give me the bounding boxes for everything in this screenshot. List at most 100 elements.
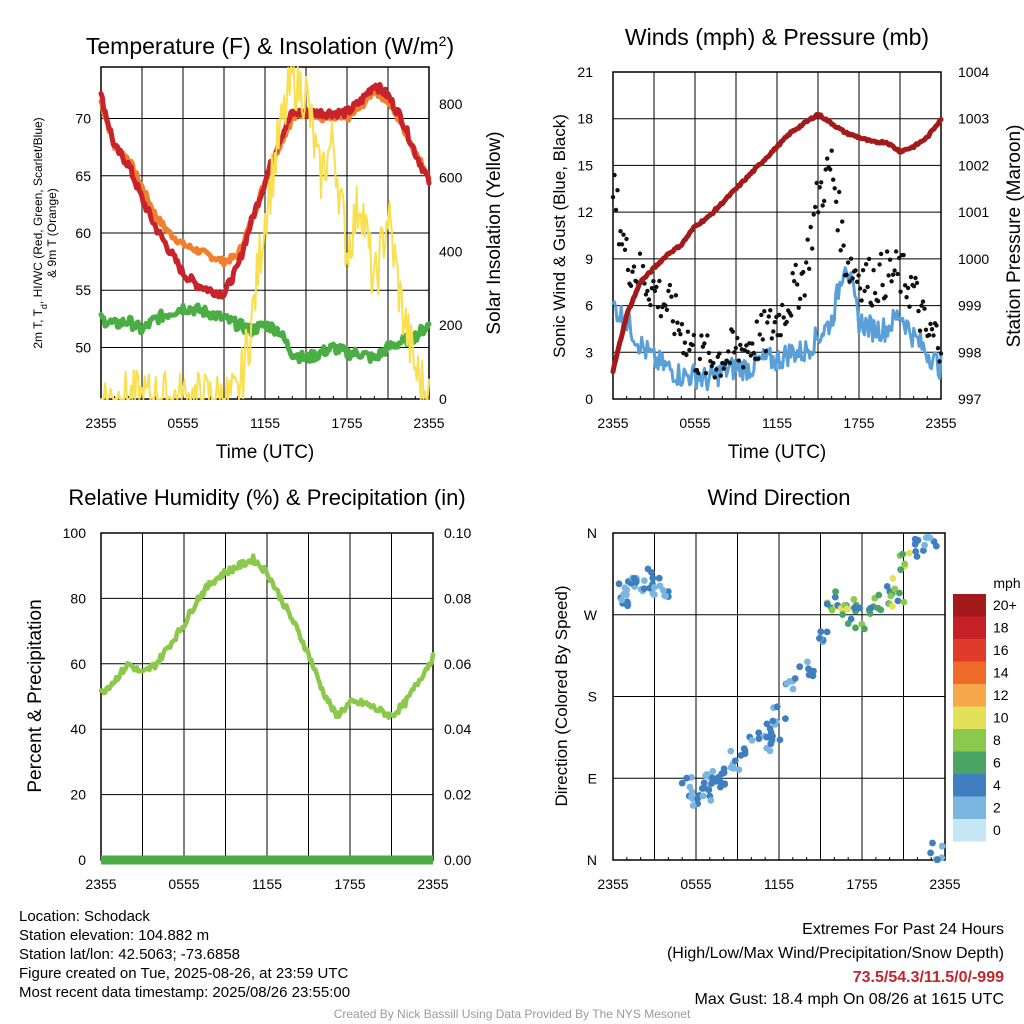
wind-direction-point [741,747,749,754]
wind-direction-point [896,589,903,597]
wind-direction-point [899,550,906,558]
gust-point [736,358,741,363]
gust-point [793,262,798,268]
gust-point [732,350,737,355]
rh-ytick-right-label: 0.02 [444,787,471,803]
wind-direction-point [891,585,899,593]
wind-direction-point [659,587,667,594]
wind-direction-point [688,788,696,796]
wind-direction-point [856,604,864,612]
gust-point [919,303,924,308]
colorbar-label: 10 [993,710,1009,726]
rh-ytick-label: 20 [70,787,86,803]
wind-direction-point [887,592,895,600]
gust-point [913,275,918,281]
gust-point [831,177,836,182]
gust-point [904,295,909,300]
extremes-title: Extremes For Past 24 Hours [802,921,1004,938]
gust-point [684,352,689,358]
colorbar-swatch [953,706,986,729]
gust-point [801,269,806,275]
wind-direction-point [843,605,851,613]
temp-panel-xtick-label: 2355 [85,415,116,431]
wind-panel-xtick-label: 2355 [925,415,956,431]
temp-ytick-label: 50 [75,339,91,355]
wdir-title: Wind Direction [707,485,850,510]
wind-direction-point [709,767,717,775]
wind-direction-point [894,597,902,605]
rh-ytick-label: 0 [78,852,86,868]
gust-point [856,273,861,278]
temp-ytick-right-label: 800 [439,96,463,112]
wind-ylabel-right: Station Pressure (Maroon) [1004,125,1024,348]
wind-panel-xtick-label: 0555 [679,415,710,431]
wind-ytick-label: 18 [577,111,593,127]
gust-point [760,337,765,342]
wind-ytick-right-label: 999 [958,298,982,314]
gust-point [727,360,732,365]
gust-point [631,264,637,269]
rh-panel-xtick-label: 2355 [417,876,448,892]
rh-title: Relative Humidity (%) & Precipitation (i… [68,485,465,510]
temp-ylabel-line2: & 9m T (Orange) [45,188,59,278]
wind-direction-point [651,583,658,591]
gust-point [645,288,650,294]
rh-ytick-label: 80 [70,590,86,606]
gust-point [768,308,773,313]
gust-point [759,312,764,318]
wind-direction-point [839,611,846,618]
rh-ytick-label: 60 [70,656,86,672]
wind-direction-point [782,715,789,722]
wind-direction-point [705,786,713,794]
wind-direction-point [623,586,630,594]
gust-point [847,279,852,284]
temp-panel-xtick-label: 1155 [250,415,280,431]
wind-direction-point [727,747,735,755]
gust-point [663,303,668,308]
gust-point [733,345,738,351]
gust-point [883,294,888,299]
gust-point [756,356,761,361]
extremes-info: Extremes For Past 24 Hours (High/Low/Max… [667,918,1004,1010]
gust-point [640,263,646,269]
gust-point [920,299,926,304]
gust-point [612,172,617,178]
gust-point [898,289,903,294]
gust-point [682,340,688,345]
rh-ytick-right-label: 0.06 [444,656,471,672]
wdir-panel-xtick-label: 1755 [846,876,877,892]
gust-point [790,271,795,276]
wind-direction-point [796,663,804,671]
wind-direction-point [640,577,648,584]
wind-direction-point [932,542,940,550]
wind-direction-point [883,583,891,590]
station-info: Location: Schodack Station elevation: 10… [19,907,350,1002]
created-text: Figure created on Tue, 2025-08-26, at 23… [19,965,349,982]
gust-point [884,249,890,254]
wind-direction-point [927,849,934,857]
wind-direction-point [877,606,885,614]
gust-point [850,276,855,281]
gust-point [697,356,703,362]
gust-point [820,203,825,208]
temp-ylabel-line1: 2m T, Td, HI/WC (Red, Green, Scarlet/Blu… [31,117,49,348]
wind-direction-point [875,591,883,599]
temp-panel-xtick-label: 1755 [331,415,362,431]
insolation-line [100,66,430,400]
gust-point [804,260,809,265]
wind-direction-point [934,856,941,864]
wind-direction-point [649,589,657,597]
gust-point [673,293,679,298]
gust-point [811,212,816,217]
wind-direction-point [897,566,905,574]
colorbar-swatch [953,639,986,662]
gust-point [750,341,755,346]
wind-ytick-label: 6 [585,298,593,314]
gust-point [657,278,662,284]
rh-ytick-right-label: 0.08 [444,590,471,606]
wind-ytick-right-label: 1002 [958,157,989,173]
gust-point [792,279,797,284]
colorbar-label: 4 [993,777,1001,793]
gust-point [907,304,912,309]
